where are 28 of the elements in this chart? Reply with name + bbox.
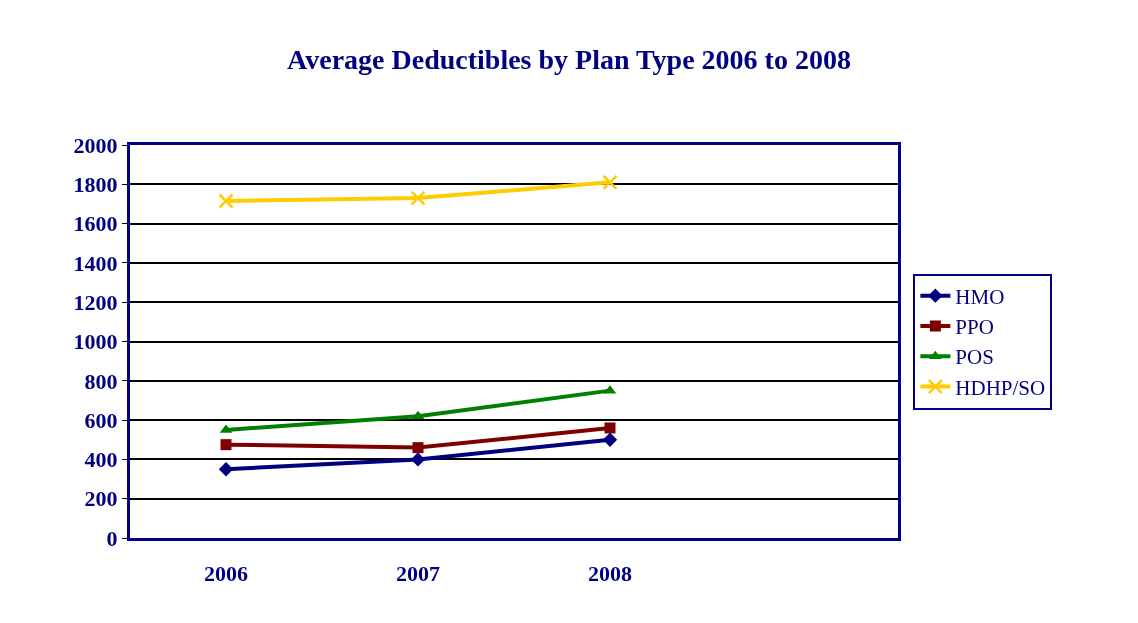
y-tick-label: 400 bbox=[84, 447, 118, 473]
point bbox=[410, 452, 426, 467]
legend-label: PPO bbox=[955, 315, 994, 340]
y-tick-label: 0 bbox=[106, 525, 118, 551]
chart-title: Average Deductibles by Plan Type 2006 to 2008 bbox=[287, 44, 851, 76]
y-tick-label: 1800 bbox=[73, 172, 118, 197]
y-tick-label: 800 bbox=[84, 368, 118, 394]
point bbox=[218, 193, 234, 209]
legend-label: HDHP/SO bbox=[955, 375, 1046, 400]
point bbox=[412, 442, 424, 454]
legend-label: HMO bbox=[955, 284, 1005, 309]
point bbox=[602, 432, 618, 447]
point bbox=[602, 174, 618, 191]
point bbox=[218, 462, 234, 477]
y-tick-label: 2000 bbox=[73, 132, 118, 158]
point bbox=[220, 439, 232, 451]
y-tick-label: 1000 bbox=[73, 329, 118, 355]
x-tick-label: 2007 bbox=[396, 561, 440, 587]
y-tick-label: 600 bbox=[84, 407, 118, 433]
x-tick-label: 2006 bbox=[204, 561, 248, 587]
y-tick-label: 1400 bbox=[73, 250, 118, 276]
point bbox=[604, 422, 616, 434]
x-tick-label: 2008 bbox=[588, 561, 632, 587]
legend-label: POS bbox=[955, 345, 994, 370]
y-tick-label: 1600 bbox=[73, 211, 118, 237]
y-tick-label: 1200 bbox=[73, 289, 118, 315]
point bbox=[410, 190, 426, 206]
y-tick-label: 200 bbox=[84, 486, 118, 512]
